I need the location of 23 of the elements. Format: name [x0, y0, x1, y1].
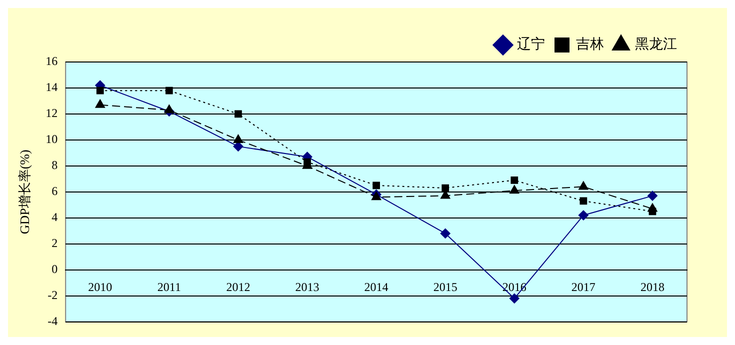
legend-label: 辽宁 — [517, 36, 545, 53]
x-tick-label: 2013 — [295, 280, 320, 294]
legend-label: 吉林 — [576, 36, 604, 53]
x-tick-label: 2010 — [88, 280, 112, 294]
y-tick-label: 6 — [52, 184, 58, 198]
y-tick-label: -4 — [48, 314, 58, 328]
y-tick-label: 16 — [46, 54, 58, 68]
y-tick-label: 8 — [52, 158, 58, 172]
y-tick-label: 2 — [52, 236, 58, 250]
y-tick-label: -2 — [48, 288, 58, 302]
y-tick-label: 10 — [46, 132, 58, 146]
y-tick-label: 12 — [46, 106, 58, 120]
x-tick-label: 2018 — [640, 280, 664, 294]
y-tick-label: 4 — [52, 210, 58, 224]
y-tick-label: 0 — [52, 262, 58, 276]
x-tick-label: 2015 — [433, 280, 458, 294]
y-axis-title: GDP增长率(%) — [17, 150, 32, 234]
legend-label: 黑龙江 — [635, 36, 677, 53]
x-tick-label: 2011 — [157, 280, 181, 294]
y-tick-label: 14 — [46, 80, 58, 94]
x-tick-label: 2017 — [571, 280, 596, 294]
x-tick-label: 2014 — [364, 280, 388, 294]
x-tick-label: 2012 — [226, 280, 250, 294]
